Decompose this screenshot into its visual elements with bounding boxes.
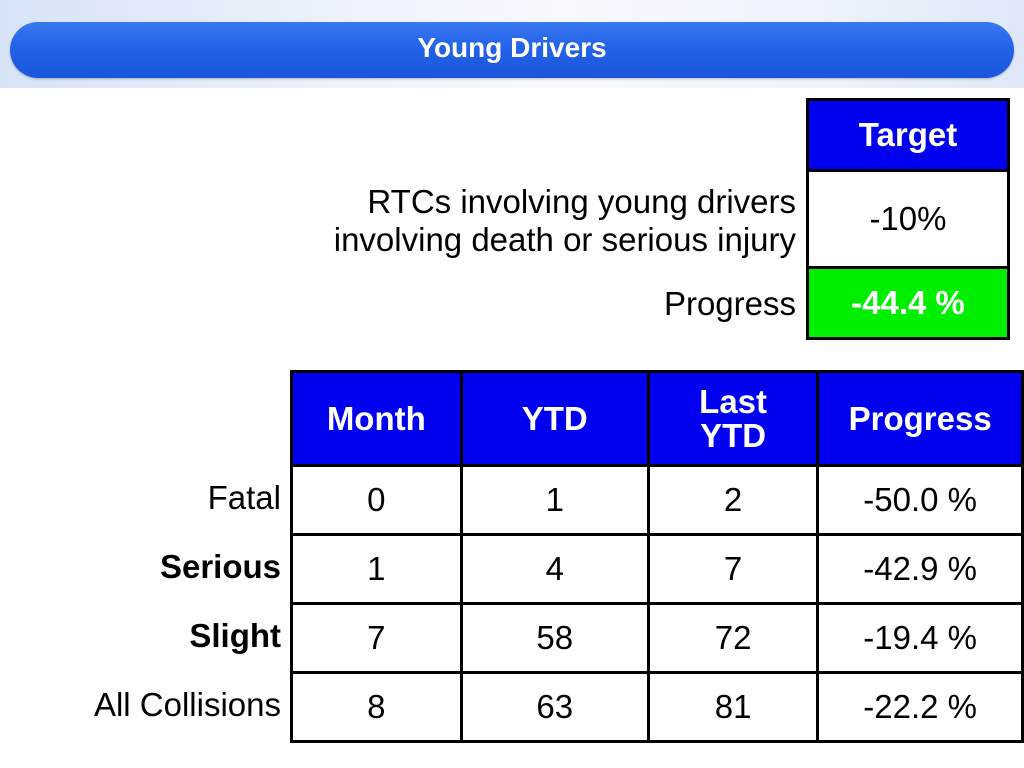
- row-label-slight: Slight: [189, 617, 281, 654]
- cell-progress: -42.9 %: [816, 533, 1024, 605]
- progress-label: Progress: [663, 285, 796, 322]
- column-header-progress-text: Progress: [848, 399, 992, 437]
- column-header-ytd-text: YTD: [521, 399, 588, 437]
- page-title: Young Drivers: [417, 32, 607, 63]
- progress-value-cell: -44.4 %: [806, 266, 1010, 340]
- collisions-table: Month YTD Last YTD Progress 0 1 2 -50.0 …: [290, 370, 1024, 743]
- target-header-text: Target: [858, 116, 958, 153]
- cell-last-ytd: 72: [646, 602, 820, 674]
- title-bar: Young Drivers: [10, 22, 1014, 78]
- column-header-last-ytd-line1: Last: [699, 382, 768, 420]
- cell-progress: -50.0 %: [816, 464, 1024, 536]
- target-description: RTCs involving young drivers involving d…: [334, 183, 796, 259]
- cell-ytd: 63: [459, 671, 650, 743]
- table-row: 7 58 72 -19.4 %: [290, 602, 1024, 674]
- cell-progress: -19.4 %: [816, 602, 1024, 674]
- cell-ytd: 1: [459, 464, 650, 536]
- column-header-ytd: YTD: [459, 370, 650, 467]
- cell-progress: -22.2 %: [816, 671, 1024, 743]
- column-header-progress: Progress: [816, 370, 1024, 467]
- progress-value: -44.4 %: [851, 284, 965, 321]
- row-label-fatal: Fatal: [207, 479, 281, 516]
- target-value: -10%: [869, 200, 947, 237]
- cell-month: 7: [290, 602, 463, 674]
- table-row: 1 4 7 -42.9 %: [290, 533, 1024, 605]
- column-header-last-ytd: Last YTD: [646, 370, 820, 467]
- cell-ytd: 58: [459, 602, 650, 674]
- target-description-line1: RTCs involving young drivers: [367, 183, 796, 220]
- column-header-last-ytd-line2: YTD: [700, 416, 767, 454]
- table-row: 8 63 81 -22.2 %: [290, 671, 1024, 743]
- target-box: Target -10% -44.4 %: [806, 98, 1010, 340]
- target-header: Target: [806, 98, 1010, 172]
- cell-last-ytd: 7: [646, 533, 820, 605]
- row-label-serious: Serious: [159, 548, 281, 585]
- cell-last-ytd: 2: [646, 464, 820, 536]
- cell-month: 0: [290, 464, 463, 536]
- cell-month: 8: [290, 671, 463, 743]
- cell-month: 1: [290, 533, 463, 605]
- target-description-line2: involving death or serious injury: [333, 221, 796, 258]
- column-header-month-text: Month: [326, 399, 426, 437]
- target-value-cell: -10%: [806, 169, 1010, 269]
- table-row: 0 1 2 -50.0 %: [290, 464, 1024, 536]
- cell-ytd: 4: [459, 533, 650, 605]
- cell-last-ytd: 81: [646, 671, 820, 743]
- column-header-month: Month: [290, 370, 463, 467]
- row-label-all-collisions: All Collisions: [93, 686, 281, 723]
